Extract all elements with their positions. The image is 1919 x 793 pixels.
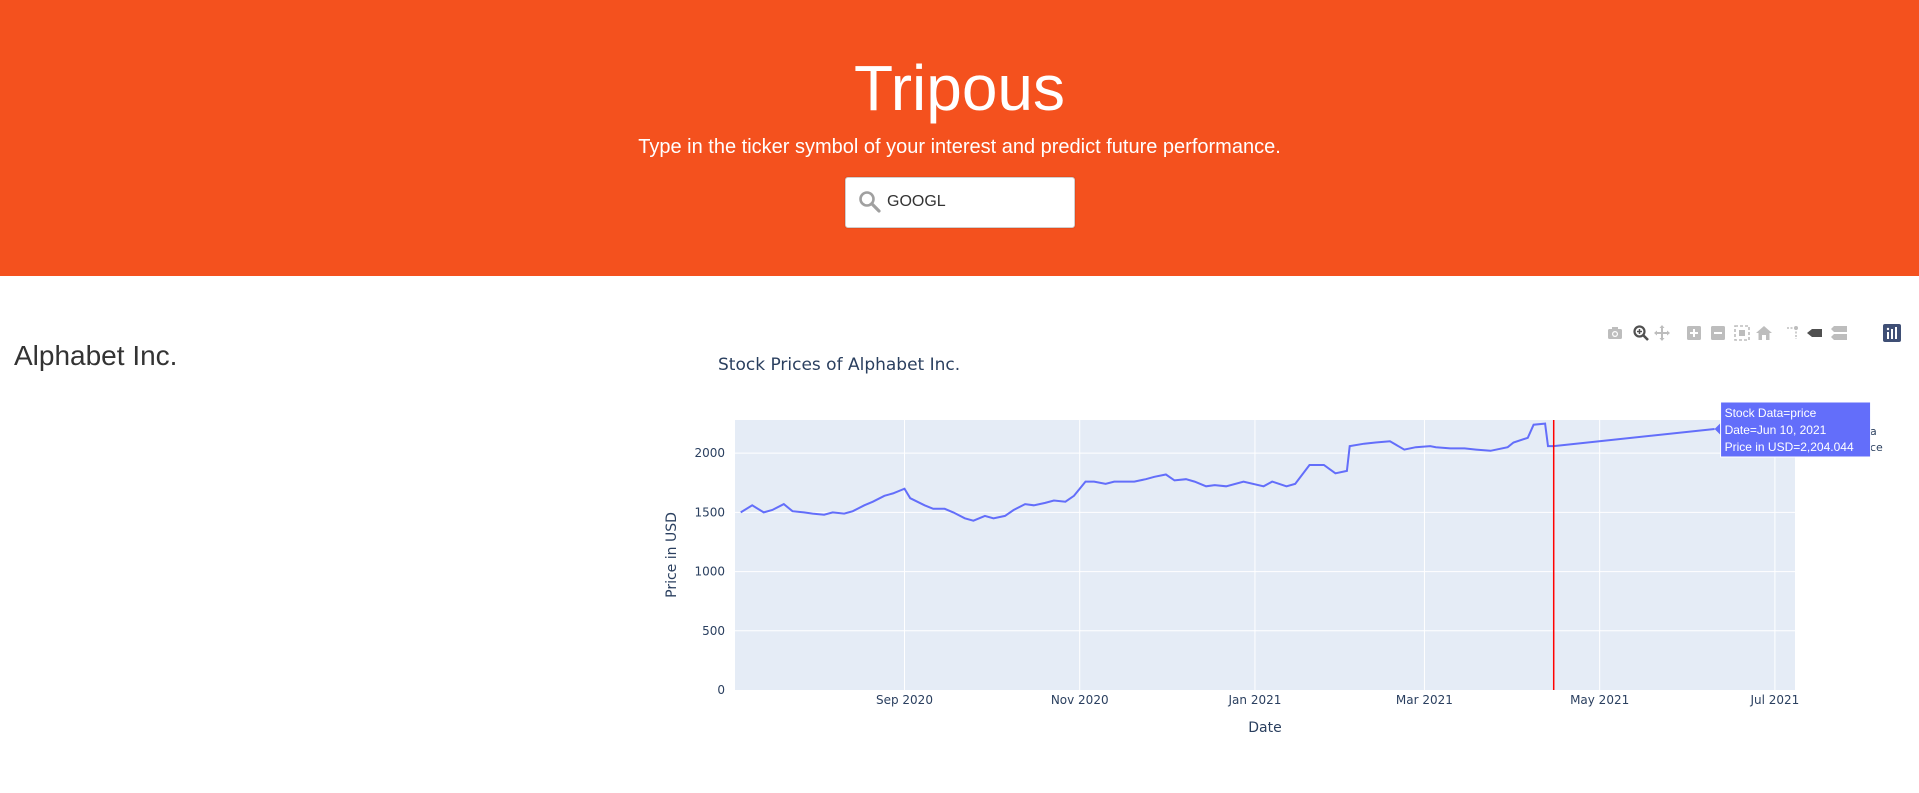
spike-lines-icon[interactable] <box>1784 324 1802 342</box>
x-tick-label: Jul 2021 <box>1749 693 1799 707</box>
x-tick-label: Sep 2020 <box>876 693 933 707</box>
plotly-logo-icon[interactable] <box>1883 324 1901 342</box>
tooltip-pointer <box>1714 422 1721 435</box>
tooltip-line-date: Date=Jun 10, 2021 <box>1725 423 1827 437</box>
ticker-search-box[interactable] <box>845 177 1075 228</box>
gridlines <box>735 420 1795 690</box>
tooltip-line-price: Price in USD=2,204.044 <box>1725 440 1854 454</box>
camera-icon[interactable] <box>1606 324 1624 342</box>
tooltip-box <box>1720 401 1872 458</box>
stock-price-chart[interactable]: Stock Prices of Alphabet Inc. 0 500 1000 15… <box>660 340 1910 750</box>
header-banner: Tripous Type in the ticker symbol of you… <box>0 0 1919 276</box>
x-tick-label: Jan 2021 <box>1228 693 1282 707</box>
hover-tooltip: Stock Data=price Date=Jun 10, 2021 Price… <box>1714 401 1872 458</box>
price-series-line[interactable] <box>740 422 1715 522</box>
zoom-icon[interactable] <box>1632 324 1650 342</box>
chart-title: Stock Prices of Alphabet Inc. <box>718 355 960 375</box>
app-title: Tripous <box>853 52 1066 124</box>
x-axis-label: Date <box>1248 720 1281 736</box>
x-tick-label: Nov 2020 <box>1051 693 1109 707</box>
zoom-in-icon[interactable] <box>1685 324 1703 342</box>
x-axis-ticks: Sep 2020 Nov 2020 Jan 2021 Mar 2021 May 2021… <box>876 693 1799 707</box>
y-tick-label: 500 <box>702 624 725 638</box>
y-tick-label: 1000 <box>694 565 725 579</box>
legend-partial: a ce <box>1870 425 1883 454</box>
hover-compare-icon[interactable] <box>1830 324 1848 342</box>
y-tick-label: 0 <box>717 683 725 697</box>
ticker-search-input[interactable] <box>887 190 1067 214</box>
zoom-out-icon[interactable] <box>1709 324 1727 342</box>
plot-area[interactable] <box>735 420 1795 690</box>
y-tick-label: 1500 <box>694 505 725 519</box>
tooltip-line-series: Stock Data=price <box>1725 406 1817 420</box>
x-tick-label: May 2021 <box>1570 693 1629 707</box>
company-name: Alphabet Inc. <box>14 340 178 371</box>
hover-closest-icon[interactable] <box>1806 324 1824 342</box>
pan-icon[interactable] <box>1653 324 1671 342</box>
search-icon <box>859 191 881 213</box>
y-tick-label: 2000 <box>694 446 725 460</box>
autoscale-icon[interactable] <box>1733 324 1751 342</box>
legend-fragment-2: ce <box>1870 441 1883 454</box>
x-tick-label: Mar 2021 <box>1396 693 1453 707</box>
home-icon[interactable] <box>1755 324 1773 342</box>
legend-fragment-1: a <box>1870 425 1877 438</box>
y-axis-label: Price in USD <box>664 512 680 598</box>
y-axis-ticks: 0 500 1000 1500 2000 <box>694 446 725 697</box>
app-subtitle: Type in the ticker symbol of your intere… <box>638 136 1281 158</box>
